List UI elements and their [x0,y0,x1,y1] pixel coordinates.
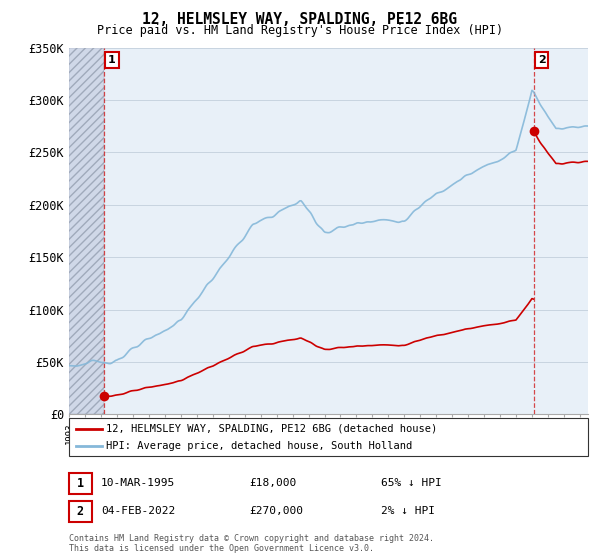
Text: 10-MAR-1995: 10-MAR-1995 [101,478,175,488]
Text: 04-FEB-2022: 04-FEB-2022 [101,506,175,516]
Text: £270,000: £270,000 [249,506,303,516]
Text: £18,000: £18,000 [249,478,296,488]
Text: 65% ↓ HPI: 65% ↓ HPI [381,478,442,488]
Text: 12, HELMSLEY WAY, SPALDING, PE12 6BG: 12, HELMSLEY WAY, SPALDING, PE12 6BG [143,12,458,27]
Text: Contains HM Land Registry data © Crown copyright and database right 2024.
This d: Contains HM Land Registry data © Crown c… [69,534,434,553]
Text: 1: 1 [108,55,116,65]
Text: 2: 2 [77,505,84,518]
Text: Price paid vs. HM Land Registry's House Price Index (HPI): Price paid vs. HM Land Registry's House … [97,24,503,36]
Text: 2: 2 [538,55,545,65]
Text: 2% ↓ HPI: 2% ↓ HPI [381,506,435,516]
Text: 12, HELMSLEY WAY, SPALDING, PE12 6BG (detached house): 12, HELMSLEY WAY, SPALDING, PE12 6BG (de… [106,424,437,434]
Text: 1: 1 [77,477,84,490]
Text: HPI: Average price, detached house, South Holland: HPI: Average price, detached house, Sout… [106,441,412,451]
